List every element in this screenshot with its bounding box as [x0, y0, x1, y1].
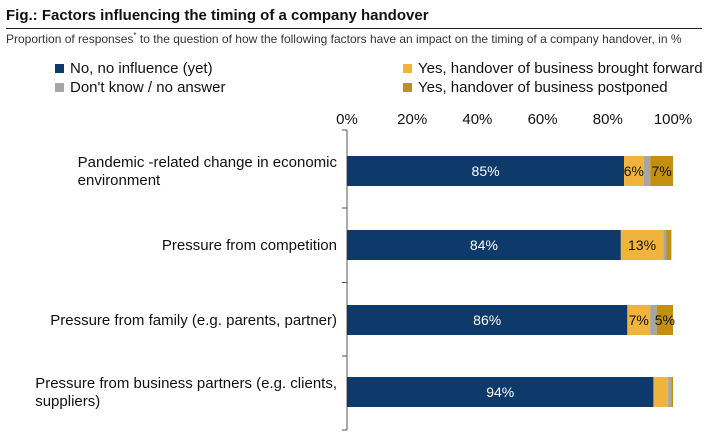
bar-segment — [653, 377, 669, 407]
legend-label: Don't know / no answer — [70, 79, 226, 96]
title-rule — [6, 28, 702, 29]
data-label: 7% — [629, 312, 649, 328]
bar-segment — [347, 305, 628, 335]
figure-title: Fig.: Factors influencing the timing of … — [6, 7, 429, 24]
data-label: 13% — [628, 237, 656, 253]
x-tick-label: 80% — [593, 111, 623, 128]
legend-swatch — [55, 64, 64, 73]
bar-segment — [627, 305, 651, 335]
bar-segment — [347, 230, 621, 260]
bar-segment — [620, 230, 664, 260]
bar-segment — [643, 156, 651, 186]
bar-segment — [347, 377, 654, 407]
data-label: 7% — [651, 163, 671, 179]
category-label: environment — [78, 172, 161, 189]
x-tick-label: 100% — [654, 111, 692, 128]
legend-swatch — [403, 64, 412, 73]
bar-segment — [650, 156, 673, 186]
legend-swatch — [403, 83, 412, 92]
legend-item-postponed: Yes, handover of business postponed — [403, 79, 668, 96]
category-label: Pressure from business partners (e.g. cl… — [35, 375, 337, 392]
data-label: 85% — [472, 163, 500, 179]
x-tick-label: 40% — [462, 111, 492, 128]
bar-segment — [666, 230, 672, 260]
bar-segment — [668, 377, 672, 407]
legend-label: No, no influence (yet) — [70, 60, 213, 77]
legend-item-dont-know: Don't know / no answer — [55, 79, 225, 96]
data-label: 6% — [624, 163, 644, 179]
data-label: 5% — [655, 312, 675, 328]
category-label: Pressure from family (e.g. parents, part… — [50, 312, 337, 329]
subtitle-text: Proportion of responses — [6, 32, 134, 46]
category-label: Pressure from competition — [162, 237, 337, 254]
legend-label: Yes, handover of business brought forwar… — [418, 60, 703, 77]
legend-label: Yes, handover of business postponed — [418, 79, 668, 96]
x-tick-label: 20% — [397, 111, 427, 128]
data-label: 94% — [486, 384, 514, 400]
category-label: suppliers) — [35, 393, 100, 410]
legend-item-no-influence: No, no influence (yet) — [55, 60, 213, 77]
x-tick-label: 60% — [528, 111, 558, 128]
bar-segment — [663, 230, 667, 260]
subtitle-rest: to the question of how the following fac… — [136, 32, 682, 46]
legend-item-brought-forward: Yes, handover of business brought forwar… — [403, 60, 703, 77]
subtitle-footnote-mark: * — [133, 31, 137, 40]
data-label: 86% — [473, 312, 501, 328]
bar-segment — [671, 377, 673, 407]
bar-segment — [656, 305, 673, 335]
category-label: Pandemic -related change in economic — [78, 154, 338, 171]
bar-segment — [624, 156, 644, 186]
bar-segment — [650, 305, 657, 335]
x-tick-label: 0% — [336, 111, 358, 128]
figure-subtitle: Proportion of responses* to the question… — [6, 31, 682, 46]
data-label: 84% — [470, 237, 498, 253]
legend-swatch — [55, 83, 64, 92]
bar-segment — [347, 156, 625, 186]
